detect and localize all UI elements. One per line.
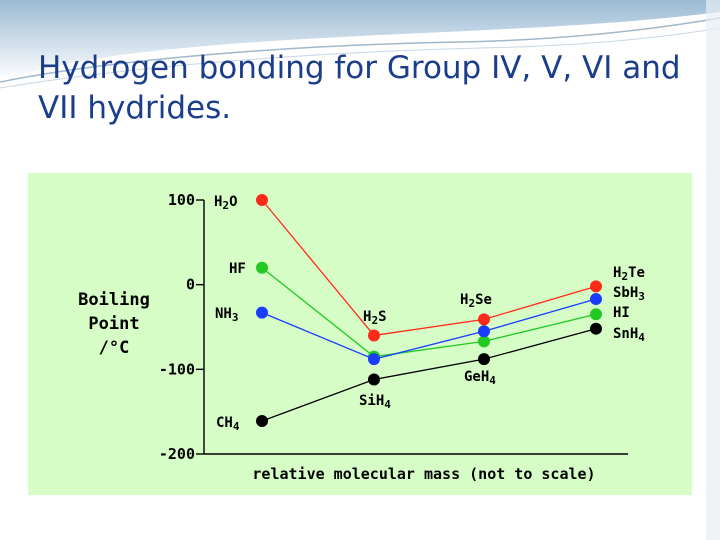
- point-label: SiH4​: [359, 393, 391, 411]
- x-axis-label: relative molecular mass (not to scale): [252, 465, 595, 483]
- data-point-group-iv: [368, 373, 380, 386]
- point-label: SnH4​: [613, 326, 645, 344]
- point-label: H2​O: [214, 194, 238, 212]
- y-tick-label: 0: [186, 276, 195, 294]
- series-line-group-iv: [261, 328, 597, 422]
- data-point-group-iv: [478, 353, 490, 366]
- point-label: H2​S: [363, 309, 387, 327]
- chart-panel: 100 0 -100 -200 H2​O H2​S H2​Se H2​Te HF HI NH3​ Sb…: [28, 173, 692, 495]
- point-label: H2​Se: [460, 292, 492, 310]
- point-label: HI: [613, 305, 630, 321]
- series-line-group-vii: [261, 267, 597, 358]
- y-tick-label: 100: [168, 191, 195, 209]
- point-label: NH3​: [215, 306, 238, 324]
- point-label: HF: [229, 261, 246, 277]
- y-tick-label: -100: [159, 360, 195, 378]
- point-label: H2​Te: [613, 265, 645, 283]
- point-label: SbH3​: [613, 285, 645, 303]
- series-line-group-v: [261, 298, 597, 360]
- data-point-group-vii: [590, 308, 602, 321]
- data-point-group-vi: [590, 280, 602, 293]
- y-tick-label: -200: [159, 445, 195, 463]
- point-label: CH4​: [216, 415, 240, 433]
- slide-title: Hydrogen bonding for Group IV, V, VI and…: [38, 50, 681, 126]
- slide-right-edge: [706, 0, 720, 540]
- data-point-group-v: [368, 353, 380, 366]
- data-point-group-vii: [478, 335, 490, 348]
- y-axis-label: Boiling Point /°C: [78, 290, 150, 358]
- point-label: GeH4​: [464, 369, 496, 387]
- data-point-group-iv: [590, 322, 602, 335]
- data-point-group-v: [478, 325, 490, 338]
- decorative-swoosh-line: [0, 27, 720, 89]
- series-line-group-vi: [261, 199, 597, 337]
- decorative-swoosh: [0, 0, 720, 80]
- data-point-group-vii: [256, 261, 268, 274]
- data-point-group-vi: [256, 194, 268, 206]
- data-point-group-v: [256, 306, 268, 319]
- data-point-group-iv: [256, 414, 268, 427]
- data-point-group-v: [590, 293, 602, 306]
- data-point-group-vi: [478, 313, 490, 326]
- decorative-swoosh-line: [0, 17, 720, 83]
- boiling-point-chart: 100 0 -100 -200 H2​O H2​S H2​Se H2​Te HF HI NH3​ Sb…: [159, 191, 645, 483]
- data-point-group-vi: [368, 329, 380, 342]
